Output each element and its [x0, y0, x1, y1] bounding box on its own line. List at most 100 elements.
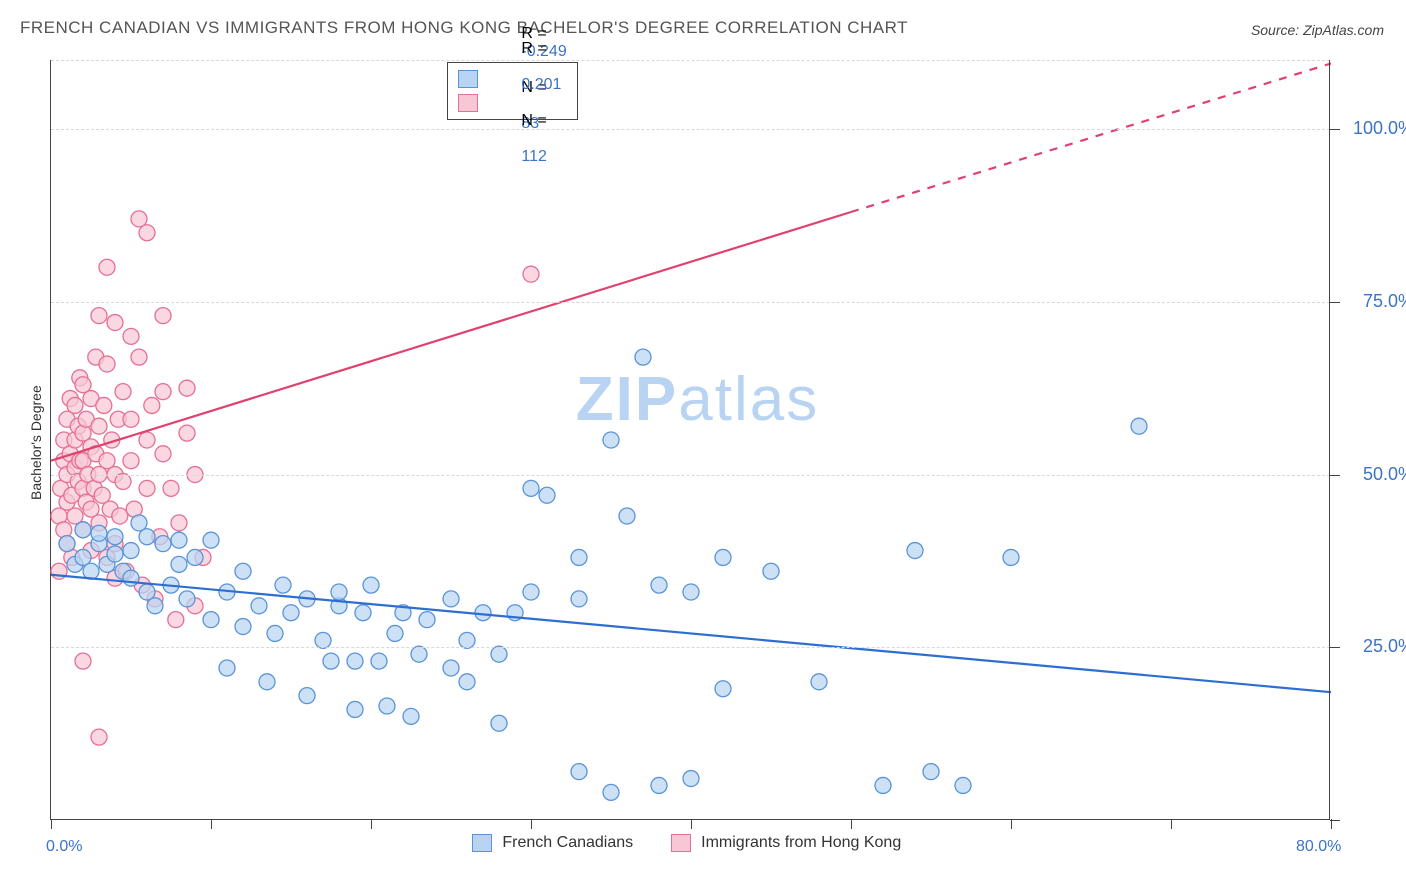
scatter-point: [139, 225, 155, 241]
stats-legend-row-b: R = 0.201 N = 112: [458, 91, 567, 115]
bottom-legend-label-b: Immigrants from Hong Kong: [701, 834, 901, 852]
chart-title: FRENCH CANADIAN VS IMMIGRANTS FROM HONG …: [20, 18, 908, 38]
right-axis-line: [1329, 60, 1330, 819]
scatter-point: [875, 777, 891, 793]
stats-legend: R = -0.249 N = 83 R = 0.201 N = 112: [447, 62, 578, 120]
scatter-point: [75, 522, 91, 538]
scatter-point: [619, 508, 635, 524]
scatter-point: [955, 777, 971, 793]
scatter-point: [179, 380, 195, 396]
y-tick-label: 25.0%: [1344, 636, 1406, 657]
scatter-point: [459, 632, 475, 648]
scatter-point: [107, 315, 123, 331]
scatter-point: [475, 605, 491, 621]
scatter-point: [112, 508, 128, 524]
x-axis-end-label: 80.0%: [1296, 838, 1341, 856]
scatter-point: [219, 660, 235, 676]
gridline: [51, 129, 1330, 130]
scatter-point: [443, 660, 459, 676]
y-tick: [1330, 302, 1340, 303]
scatter-point: [155, 384, 171, 400]
scatter-point: [203, 532, 219, 548]
scatter-point: [523, 266, 539, 282]
scatter-point: [91, 729, 107, 745]
y-tick: [1330, 647, 1340, 648]
scatter-point: [67, 397, 83, 413]
scatter-point: [155, 446, 171, 462]
scatter-point: [131, 349, 147, 365]
scatter-point: [811, 674, 827, 690]
n-value-b: 112: [521, 148, 547, 165]
scatter-point: [91, 525, 107, 541]
y-tick-label: 50.0%: [1344, 464, 1406, 485]
scatter-point: [571, 549, 587, 565]
bottom-legend-label-a: French Canadians: [502, 834, 633, 852]
scatter-point: [123, 411, 139, 427]
scatter-point: [715, 549, 731, 565]
bottom-swatch-b: [671, 834, 691, 852]
gridline: [51, 302, 1330, 303]
source-label: Source: ZipAtlas.com: [1251, 22, 1384, 38]
gridline: [51, 60, 1330, 61]
scatter-point: [155, 536, 171, 552]
scatter-point: [139, 432, 155, 448]
scatter-point: [683, 584, 699, 600]
bottom-legend: French Canadians Immigrants from Hong Ko…: [472, 834, 901, 852]
gridline: [51, 647, 1330, 648]
scatter-point: [168, 612, 184, 628]
scatter-point: [491, 715, 507, 731]
scatter-point: [107, 529, 123, 545]
scatter-point: [147, 598, 163, 614]
scatter-point: [411, 646, 427, 662]
scatter-point: [123, 570, 139, 586]
scatter-point: [491, 646, 507, 662]
scatter-point: [155, 308, 171, 324]
scatter-point: [651, 577, 667, 593]
x-tick: [531, 819, 532, 829]
chart-frame: FRENCH CANADIAN VS IMMIGRANTS FROM HONG …: [0, 0, 1406, 892]
scatter-point: [115, 384, 131, 400]
regression-line: [51, 212, 851, 461]
scatter-point: [235, 563, 251, 579]
scatter-point: [403, 708, 419, 724]
scatter-point: [251, 598, 267, 614]
scatter-point: [419, 612, 435, 628]
scatter-point: [75, 653, 91, 669]
scatter-point: [907, 543, 923, 559]
scatter-point: [115, 473, 131, 489]
n-label: N =: [521, 112, 546, 129]
scatter-point: [139, 480, 155, 496]
scatter-point: [763, 563, 779, 579]
scatter-point: [331, 584, 347, 600]
scatter-point: [539, 487, 555, 503]
scatter-point: [683, 771, 699, 787]
y-tick-label: 100.0%: [1344, 118, 1406, 139]
x-tick: [851, 819, 852, 829]
scatter-point: [459, 674, 475, 690]
scatter-point: [1003, 549, 1019, 565]
scatter-point: [163, 480, 179, 496]
legend-swatch-b: [458, 94, 478, 112]
scatter-point: [139, 529, 155, 545]
scatter-point: [635, 349, 651, 365]
scatter-point: [59, 536, 75, 552]
plot-area: ZIPatlas: [50, 60, 1330, 820]
scatter-point: [387, 625, 403, 641]
bottom-swatch-a: [472, 834, 492, 852]
scatter-point: [203, 612, 219, 628]
x-tick: [1171, 819, 1172, 829]
scatter-point: [715, 681, 731, 697]
scatter-point: [171, 532, 187, 548]
gridline: [51, 475, 1330, 476]
scatter-point: [355, 605, 371, 621]
x-axis-start-label: 0.0%: [46, 838, 82, 856]
scatter-point: [523, 584, 539, 600]
scatter-point: [171, 556, 187, 572]
scatter-point: [379, 698, 395, 714]
scatter-point: [651, 777, 667, 793]
scatter-point: [923, 764, 939, 780]
scatter-point: [315, 632, 331, 648]
r-label: R =: [521, 40, 546, 57]
scatter-point: [371, 653, 387, 669]
scatter-point: [603, 784, 619, 800]
